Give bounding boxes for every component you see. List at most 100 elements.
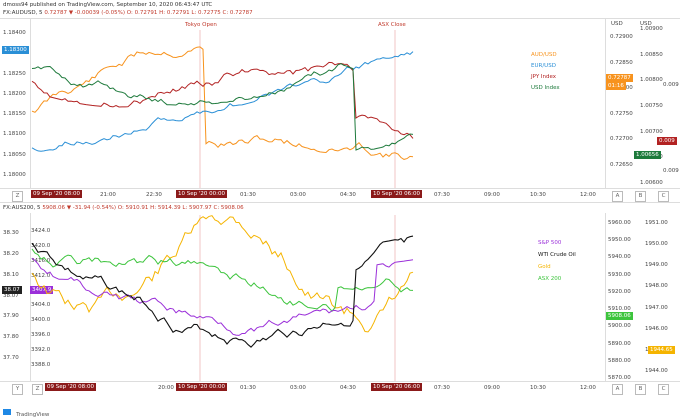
pane2-axis2-tick: 3400.0	[31, 317, 51, 324]
pane2-corner-y[interactable]: Y	[12, 384, 23, 395]
pane2-time-tick: 07:30	[434, 385, 450, 391]
pane2-right-tick: 5910.00	[608, 306, 631, 313]
change: ▼ -0.00039 (-0.05%)	[68, 10, 126, 16]
pane2-left-tick: 38.20	[3, 250, 19, 257]
pane1-mid-tick: 0.72900	[610, 34, 633, 40]
series-sp500	[31, 257, 414, 336]
pane1-time-tick: 21:00	[100, 192, 116, 198]
pane2-axis2-tick: 3388.0	[31, 362, 51, 368]
pane2-left-badge: 38.07	[2, 286, 22, 294]
pane2-left-tick: 38.30	[3, 230, 19, 236]
pane1-datebox-3: 10 Sep '20 06:00	[371, 190, 422, 198]
pane2-axis2-tick: 3416.0	[31, 257, 51, 264]
pane1-time-tick: 03:00	[290, 192, 306, 198]
pane2-right2-tick: 1949.00	[645, 262, 668, 269]
pane1-right-tick: 1.00600	[640, 180, 663, 186]
pane2-symbol[interactable]: FX:AUS200, 5	[3, 205, 41, 211]
pane2-right-tick: 5920.00	[608, 288, 631, 295]
legend-wti: WTI Crude Oil	[538, 252, 576, 258]
pane1-top-border	[0, 18, 680, 19]
pane2-time-tick: 01:30	[240, 385, 256, 391]
pane2-right-tick: 5880.00	[608, 357, 631, 364]
series-audusd	[31, 46, 414, 160]
legend-asx200: ASX 200	[538, 276, 562, 282]
pane-divider	[0, 202, 680, 203]
pane2-axis2-badge: 3407.9	[30, 286, 54, 294]
pane1-mid-unit: USD	[611, 21, 623, 27]
pane2-corner-a[interactable]: A	[612, 384, 623, 395]
pane2-legend: S&P 500 WTI Crude Oil Gold ASX 200	[538, 240, 576, 282]
audusd-price-badge: 0.72787	[606, 74, 633, 82]
aus200-badge: 5908.06	[606, 312, 633, 320]
pane1-time-tick: 22:30	[146, 192, 162, 198]
pane2-datebox-2: 10 Sep '20 00:00	[176, 383, 227, 391]
pane2-axis2-tick: 3420.0	[31, 242, 51, 249]
pane2-ohlc: O: 5910.91 H: 5914.39 L: 5907.97 C: 5908…	[117, 205, 244, 211]
pane2-change: ▼ -31.94 (-0.54%)	[66, 205, 117, 211]
pane1-mid-tick: 0.72850	[610, 59, 633, 66]
pane2-time-tick: 09:00	[484, 385, 500, 391]
pane2-time-tick: 10:30	[530, 385, 546, 391]
pane1-right-tick: 1.00850	[640, 51, 663, 58]
pane1-left-tick: 1.18400	[3, 30, 26, 36]
event-tokyo-open: Tokyo Open	[185, 22, 217, 28]
tradingview-logo-icon	[3, 408, 11, 415]
pane2-corner-b[interactable]: B	[635, 384, 646, 395]
price: 0.72787	[44, 10, 68, 16]
pane2-right-tick: 5930.00	[608, 271, 631, 278]
time-badge: 01:16	[606, 82, 626, 90]
pane2-right2-tick: 1946.00	[645, 325, 668, 332]
pane1-time-tick: 07:30	[434, 192, 450, 198]
pane2-right-tick: 5950.00	[608, 237, 631, 244]
pane2-axis2-tick: 3404.0	[31, 302, 51, 309]
pane1-corner-z[interactable]: Z	[12, 191, 23, 202]
pane1-corner-c[interactable]: C	[658, 191, 669, 202]
series-asx200	[31, 248, 414, 312]
pane1-mid-tick: 0.72650	[610, 162, 633, 168]
pane2-right2-tick: 1951.00	[645, 220, 668, 226]
pane2-price: 5908.06	[42, 205, 66, 211]
pane2-datebox-1: 09 Sep '20 08:00	[45, 383, 96, 391]
pane1-corner-a[interactable]: A	[612, 191, 623, 202]
pane1-left-tick: 1.18200	[3, 90, 26, 97]
series-usd-index	[31, 63, 414, 151]
legend-jpy: JPY Index	[531, 74, 557, 80]
pane1-time-tick: 12:00	[580, 192, 596, 198]
legend-audusd: AUD/USD	[531, 52, 557, 58]
pane2-datebox-3: 10 Sep '20 06:00	[371, 383, 422, 391]
pane2-right2-tick: 1948.00	[645, 283, 668, 290]
pane2-axis2-tick: 3424.0	[31, 228, 51, 234]
footer-brand[interactable]: TradingView	[3, 401, 49, 420]
legend-eurusd: EUR/USD	[531, 63, 556, 69]
pane1-left-tick: 1.18000	[3, 172, 26, 178]
publish-info: dmoss94 published on TradingView.com, Se…	[3, 2, 213, 8]
pane2-bottom-border	[0, 381, 680, 382]
pane1-misc-1: 0.009	[663, 82, 679, 88]
pane2-right-tick: 5960.00	[608, 220, 631, 226]
pane1-corner-b[interactable]: B	[635, 191, 646, 202]
pane2-corner-c[interactable]: C	[658, 384, 669, 395]
pane2-left-tick: 37.90	[3, 313, 19, 320]
pane2-right2-tick: 1944.00	[645, 368, 668, 374]
pane1-left-tick: 1.18150	[3, 111, 26, 118]
event-asx-close: ASX Close	[378, 22, 406, 28]
pane2-corner-z[interactable]: Z	[32, 384, 43, 395]
usdindex-badge: 1.00656	[634, 151, 661, 159]
legend-sp500: S&P 500	[538, 240, 562, 246]
pane1-time-tick: 01:30	[240, 192, 256, 198]
pane2-right2-tick: 1947.00	[645, 304, 668, 311]
legend-gold: Gold	[538, 264, 551, 270]
pane1-time-tick: 09:00	[484, 192, 500, 198]
pane2-left-tick: 37.80	[3, 334, 19, 341]
pane2-left-border	[30, 213, 31, 381]
pane1-time-tick: 10:30	[530, 192, 546, 198]
pane1-left-border	[30, 18, 31, 188]
symbol-line: FX:AUDUSD, 5 0.72787 ▼ -0.00039 (-0.05%)…	[3, 10, 253, 16]
pane2-time-tick: 12:00	[580, 385, 596, 391]
pane2-left-tick: 38.07	[3, 292, 19, 299]
pane2-left-tick: 37.70	[3, 355, 19, 361]
symbol[interactable]: FX:AUDUSD, 5	[3, 10, 43, 16]
legend-usdindex: USD Index	[531, 85, 560, 91]
